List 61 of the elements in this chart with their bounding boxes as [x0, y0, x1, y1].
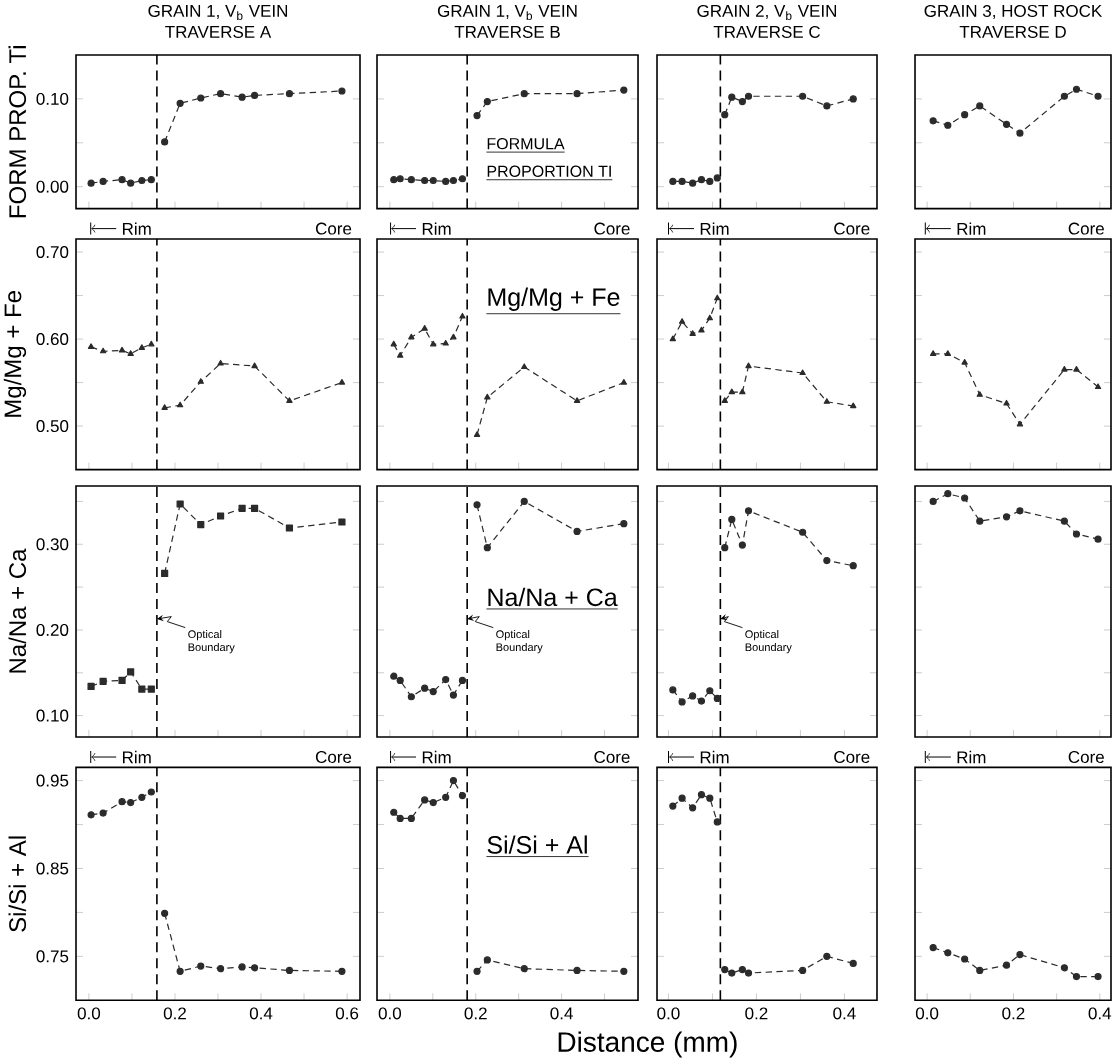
x-tick-label: 0.0: [915, 1007, 939, 1020]
annotation: PROPORTION TI: [487, 165, 611, 177]
text: Core: [315, 751, 352, 764]
x-tick-label: 0.4: [550, 1007, 573, 1020]
x-tick-label: 0.0: [77, 1007, 101, 1020]
chart-title: GRAIN 3, HOST ROCK: [924, 4, 1103, 19]
text: Rim: [957, 222, 986, 235]
y-tick-label: 0.00: [36, 180, 69, 193]
text: Core: [834, 751, 870, 764]
x-tick-label: 0.4: [249, 1007, 273, 1020]
text: Rim: [700, 222, 729, 235]
y-tick-label: 0.20: [36, 623, 69, 636]
x-tick-label: 0.2: [745, 1007, 768, 1020]
text: Rim: [957, 750, 986, 764]
y-tick-label: 0.95: [36, 774, 69, 787]
y-axis-title: Mg/Mg + Fe: [3, 291, 27, 417]
y-tick-label: 0.60: [36, 333, 69, 346]
text: Core: [594, 751, 630, 764]
annotation: Na/Na + Ca: [488, 587, 618, 607]
chart-subtitle: TRAVERSE A: [165, 25, 272, 38]
x-tick-label: 0.0: [378, 1007, 402, 1020]
ref-line-label: Optical Boundary: [188, 630, 235, 654]
text: Rim: [700, 750, 729, 764]
chart-title: GRAIN 2, V$_{b}$ VEIN: [697, 4, 837, 21]
x-tick-label: 0.4: [833, 1007, 856, 1020]
chart-subtitle: TRAVERSE D: [959, 25, 1066, 38]
chart-subtitle: TRAVERSE B: [454, 25, 560, 38]
text: Rim: [422, 750, 451, 764]
y-axis-title: Na/Na + Ca: [8, 548, 27, 673]
y-tick-label: 0.10: [36, 92, 69, 105]
text: Core: [1068, 751, 1104, 764]
y-tick-label: 0.50: [36, 420, 69, 433]
y-tick-label: 0.30: [36, 538, 69, 551]
text: Rim: [422, 222, 451, 235]
text: Core: [1068, 222, 1104, 235]
y-tick-label: 0.85: [36, 862, 69, 875]
x-axis-title: Distance (mm): [558, 1031, 737, 1058]
x-tick-label: 0.2: [1002, 1007, 1025, 1020]
annotation: FORMULA: [487, 137, 565, 150]
y-tick-label: 0.70: [36, 246, 69, 259]
ref-line-label: Optical Boundary: [496, 630, 543, 654]
y-tick-label: 0.10: [36, 709, 69, 722]
x-tick-label: 0.2: [163, 1007, 186, 1020]
chart-title: GRAIN 1, V$_{b}$ VEIN: [148, 4, 288, 21]
chart-title: GRAIN 1, V$_{b}$ VEIN: [437, 4, 577, 21]
text: Core: [834, 222, 870, 235]
annotation: Mg/Mg + Fe: [488, 287, 620, 311]
text: Rim: [122, 750, 151, 764]
y-axis-title: Si/Si + Al: [8, 836, 27, 932]
text: Core: [315, 222, 352, 235]
annotation: Si/Si + Al: [487, 835, 587, 854]
x-tick-label: 0.6: [335, 1007, 359, 1020]
text: Core: [594, 222, 630, 235]
y-axis-title: FORM PROP. Ti: [8, 46, 27, 218]
x-tick-label: 0.0: [657, 1007, 680, 1020]
ref-line-label: Optical Boundary: [745, 630, 792, 654]
text: Rim: [122, 222, 151, 235]
x-tick-label: 0.4: [1088, 1007, 1112, 1020]
y-tick-label: 0.75: [36, 950, 69, 963]
chart-subtitle: TRAVERSE C: [713, 25, 821, 38]
x-tick-label: 0.2: [464, 1007, 487, 1020]
